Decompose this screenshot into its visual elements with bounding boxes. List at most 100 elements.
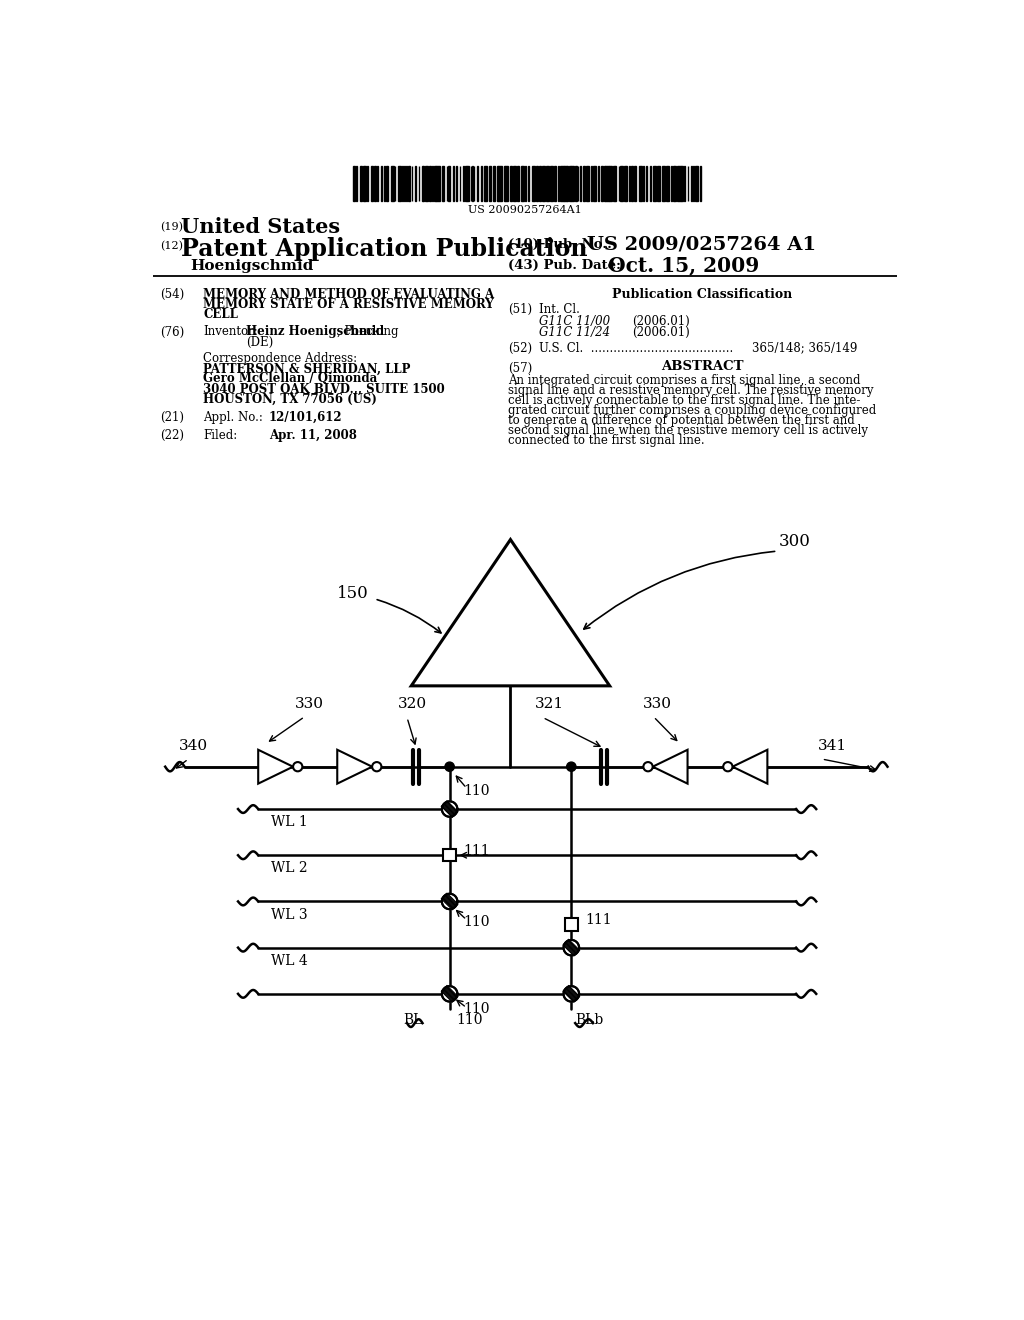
- Text: 330: 330: [295, 697, 324, 711]
- Text: WL 1: WL 1: [271, 816, 308, 829]
- Text: 110: 110: [464, 784, 490, 797]
- Bar: [436, 166, 439, 201]
- Bar: [434, 166, 435, 201]
- Text: Inventor:: Inventor:: [203, 326, 258, 338]
- Text: US 2009/0257264 A1: US 2009/0257264 A1: [587, 235, 816, 253]
- Bar: [513, 166, 516, 201]
- Bar: [586, 166, 589, 201]
- Text: (76): (76): [161, 326, 184, 338]
- Text: MEMORY AND METHOD OF EVALUATING A: MEMORY AND METHOD OF EVALUATING A: [203, 288, 495, 301]
- Text: 341: 341: [818, 739, 847, 752]
- Bar: [684, 166, 685, 201]
- Text: Appl. No.:: Appl. No.:: [203, 411, 263, 424]
- Polygon shape: [258, 750, 293, 784]
- Bar: [580, 166, 582, 201]
- Text: signal line and a resistive memory cell. The resistive memory: signal line and a resistive memory cell.…: [508, 384, 873, 397]
- Bar: [675, 166, 676, 201]
- Bar: [524, 166, 526, 201]
- Bar: [690, 166, 692, 201]
- Bar: [646, 166, 647, 201]
- Polygon shape: [732, 750, 767, 784]
- Text: connected to the first signal line.: connected to the first signal line.: [508, 434, 705, 447]
- Bar: [371, 166, 373, 201]
- Bar: [408, 166, 410, 201]
- Bar: [528, 166, 529, 201]
- Bar: [493, 166, 495, 201]
- Bar: [489, 166, 490, 201]
- Bar: [442, 166, 444, 201]
- Bar: [510, 166, 512, 201]
- Text: Heinz Hoenigschmid: Heinz Hoenigschmid: [246, 326, 384, 338]
- Polygon shape: [442, 986, 458, 1002]
- Circle shape: [445, 762, 455, 771]
- Text: BL: BL: [403, 1014, 423, 1027]
- Bar: [593, 166, 596, 201]
- Bar: [639, 166, 642, 201]
- Bar: [386, 166, 388, 201]
- Bar: [694, 166, 697, 201]
- Text: 110: 110: [464, 915, 490, 929]
- Bar: [384, 166, 385, 201]
- Text: WL 4: WL 4: [271, 954, 308, 968]
- Text: 111: 111: [464, 843, 490, 858]
- Text: 320: 320: [397, 697, 427, 711]
- Text: US 20090257264A1: US 20090257264A1: [468, 205, 582, 215]
- Text: (51): (51): [508, 304, 531, 317]
- Bar: [377, 166, 378, 201]
- Bar: [483, 166, 486, 201]
- Bar: [583, 166, 586, 201]
- Text: Gero McClellan / Qimonda: Gero McClellan / Qimonda: [203, 372, 378, 385]
- Bar: [631, 166, 633, 201]
- Text: Int. Cl.: Int. Cl.: [539, 304, 580, 317]
- Text: (21): (21): [161, 411, 184, 424]
- Bar: [649, 166, 651, 201]
- Bar: [356, 166, 357, 201]
- Text: PATTERSON & SHERIDAN, LLP: PATTERSON & SHERIDAN, LLP: [203, 363, 411, 375]
- Text: (43) Pub. Date:: (43) Pub. Date:: [508, 259, 621, 272]
- Bar: [613, 166, 614, 201]
- Polygon shape: [442, 801, 458, 817]
- Text: CELL: CELL: [203, 308, 238, 321]
- Text: 111: 111: [586, 913, 612, 927]
- Bar: [429, 166, 431, 201]
- Text: G11C 11/00: G11C 11/00: [539, 314, 610, 327]
- Text: ABSTRACT: ABSTRACT: [662, 360, 743, 374]
- Bar: [591, 166, 592, 201]
- Bar: [391, 166, 394, 201]
- Bar: [467, 166, 469, 201]
- Text: (DE): (DE): [246, 335, 273, 348]
- Bar: [374, 166, 376, 201]
- Bar: [546, 166, 549, 201]
- Text: MEMORY STATE OF A RESISTIVE MEMORY: MEMORY STATE OF A RESISTIVE MEMORY: [203, 298, 494, 310]
- Bar: [517, 166, 518, 201]
- Text: An integrated circuit comprises a first signal line, a second: An integrated circuit comprises a first …: [508, 374, 860, 387]
- Bar: [397, 166, 400, 201]
- Bar: [554, 166, 556, 201]
- Text: cell is actively connectable to the first signal line. The inte-: cell is actively connectable to the firs…: [508, 395, 860, 407]
- Bar: [575, 166, 577, 201]
- Text: 365/148; 365/149: 365/148; 365/149: [752, 342, 857, 355]
- Bar: [352, 166, 355, 201]
- Text: U.S. Cl.  ......................................: U.S. Cl. ...............................…: [539, 342, 733, 355]
- Bar: [605, 166, 608, 201]
- Bar: [653, 166, 655, 201]
- Bar: [443, 849, 456, 862]
- Bar: [365, 166, 366, 201]
- Text: second signal line when the resistive memory cell is actively: second signal line when the resistive me…: [508, 424, 867, 437]
- Bar: [415, 166, 417, 201]
- Text: 110: 110: [456, 1014, 482, 1027]
- Text: United States: United States: [180, 216, 340, 236]
- Bar: [401, 166, 403, 201]
- Bar: [621, 166, 624, 201]
- Text: WL 3: WL 3: [271, 908, 308, 921]
- Bar: [456, 166, 458, 201]
- Bar: [381, 166, 382, 201]
- Circle shape: [293, 762, 302, 771]
- Bar: [477, 166, 478, 201]
- Bar: [666, 166, 669, 201]
- Text: (19): (19): [161, 222, 183, 232]
- Bar: [425, 166, 428, 201]
- Text: to generate a difference of potential between the first and: to generate a difference of potential be…: [508, 414, 854, 428]
- Text: HOUSTON, TX 77056 (US): HOUSTON, TX 77056 (US): [203, 392, 377, 405]
- Bar: [678, 166, 681, 201]
